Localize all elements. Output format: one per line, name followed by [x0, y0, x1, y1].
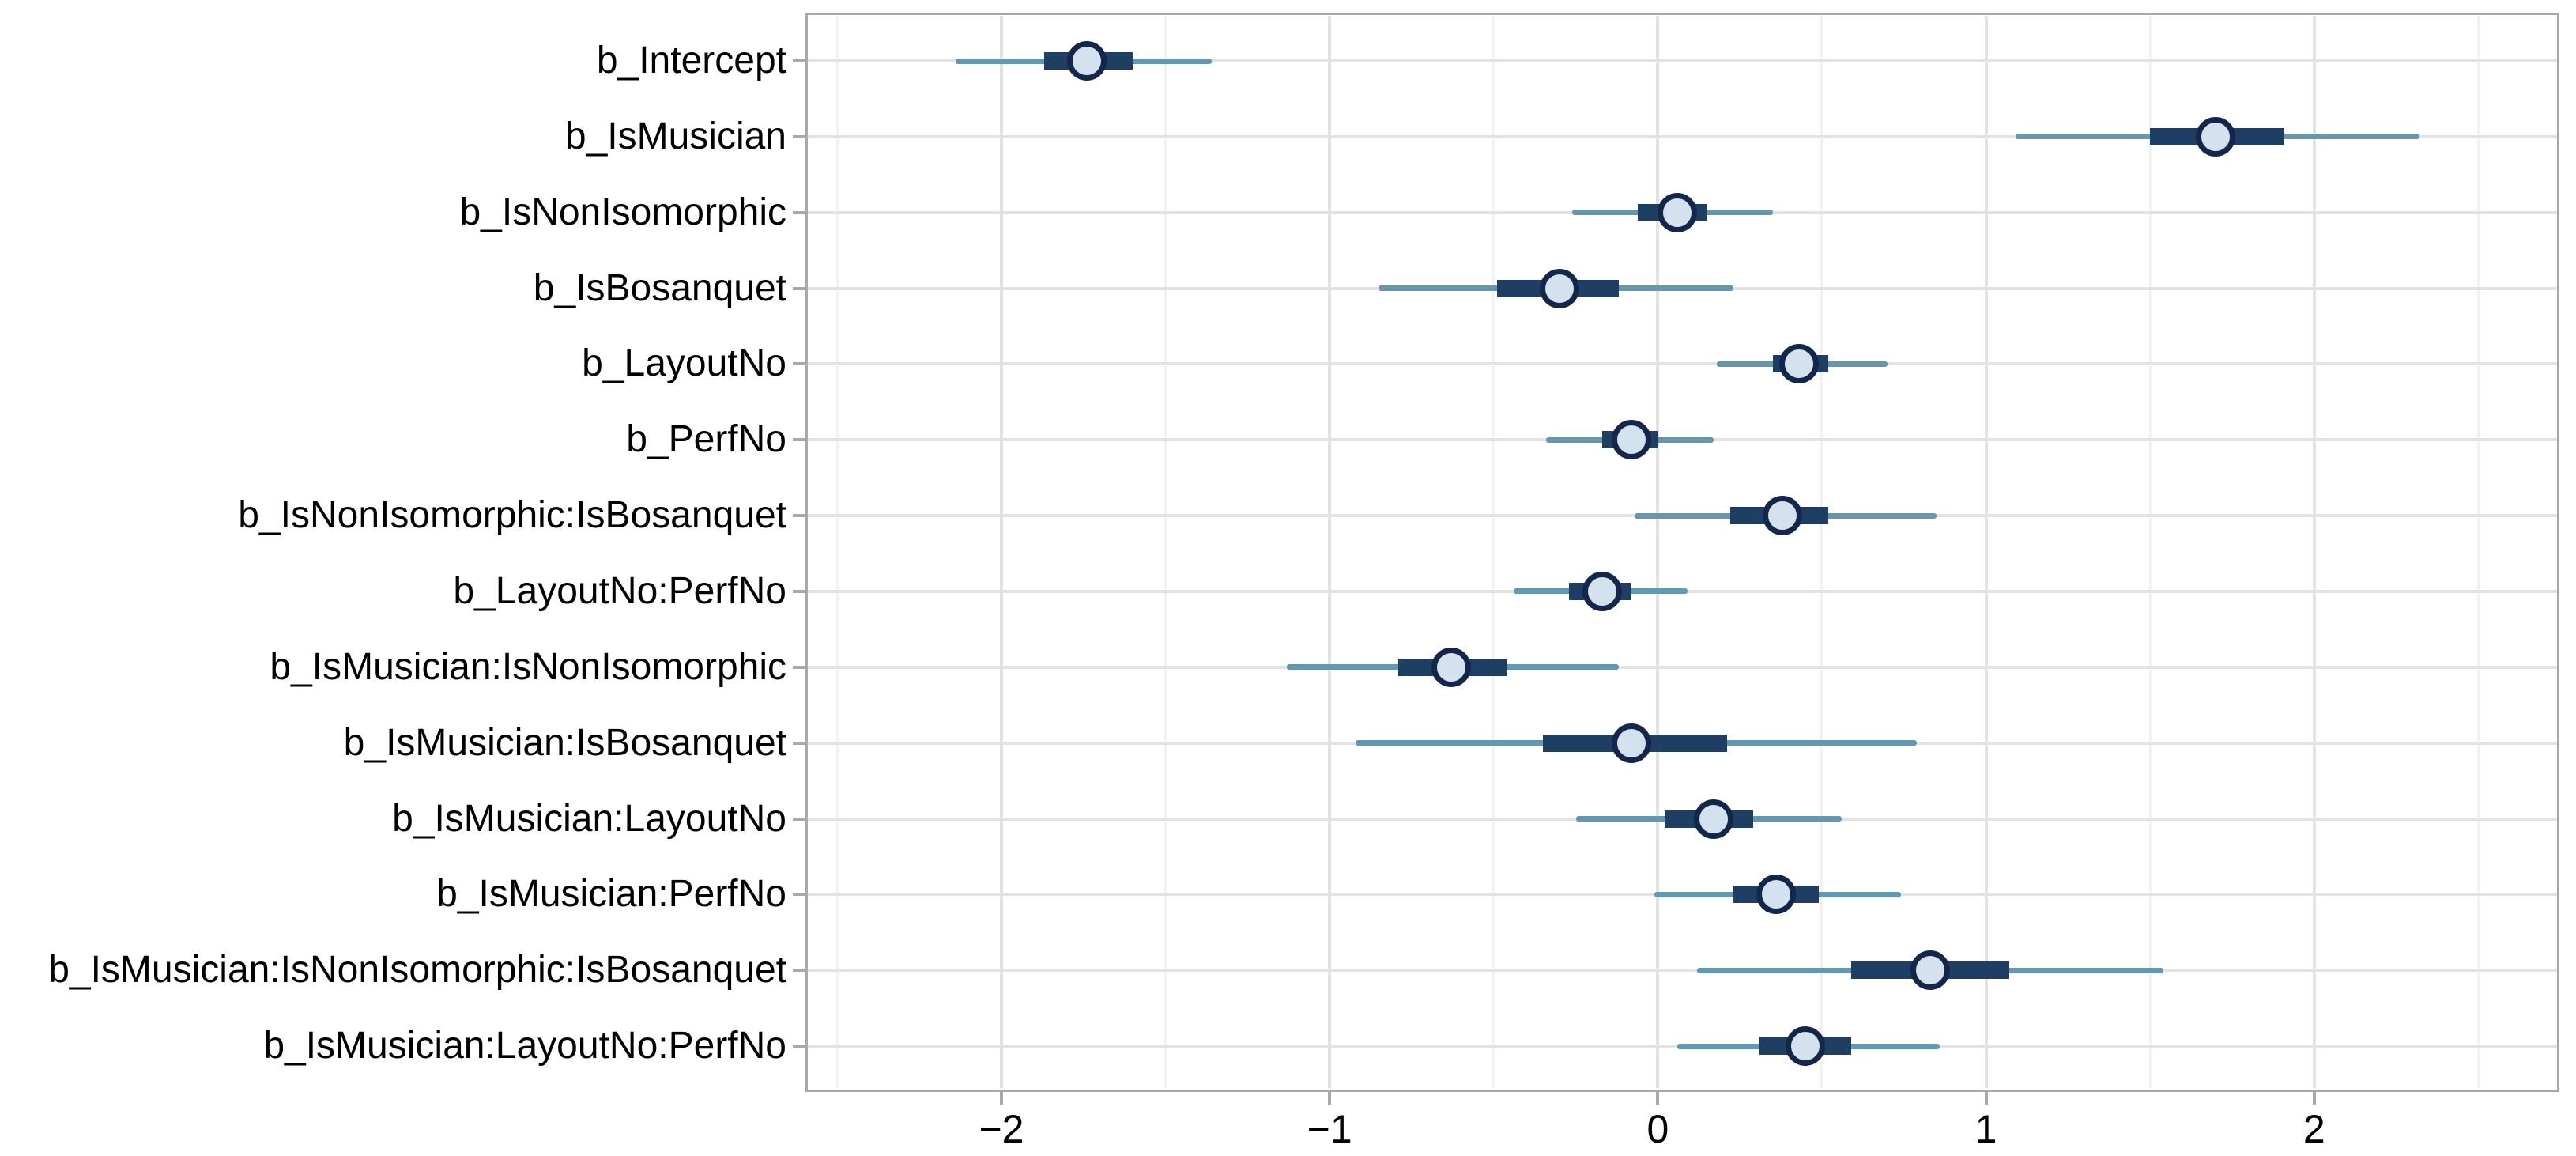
point-estimate-marker [1066, 41, 1107, 81]
minor-gridline [2476, 16, 2480, 1088]
row-gridline [808, 362, 2557, 366]
point-estimate-marker [1539, 268, 1579, 308]
y-axis-label: b_IsMusician:IsNonIsomorphic:IsBosanquet [48, 949, 786, 992]
y-axis-label: b_IsBosanquet [533, 266, 786, 309]
y-axis-tick [793, 514, 805, 518]
point-estimate-marker [1786, 1026, 1826, 1067]
minor-gridline [1164, 16, 1167, 1088]
x-axis-tick [999, 1092, 1003, 1105]
y-axis-tick [793, 59, 805, 62]
point-estimate-marker [1612, 420, 1652, 460]
major-gridline [2312, 16, 2316, 1088]
y-axis-tick [793, 893, 805, 897]
y-axis-tick [793, 817, 805, 821]
row-gridline [808, 969, 2557, 973]
y-axis-tick [793, 134, 805, 138]
x-axis-tick [1656, 1092, 1660, 1105]
y-axis-label: b_IsMusician:LayoutNo:PerfNo [263, 1025, 786, 1067]
y-axis-tick [793, 210, 805, 214]
y-axis-label: b_IsMusician [564, 115, 786, 157]
x-axis-tick [1984, 1092, 1988, 1105]
point-estimate-marker [1693, 799, 1733, 839]
y-axis-tick [793, 362, 805, 366]
x-axis-tick-label: 2 [2303, 1107, 2325, 1151]
minor-gridline [835, 16, 839, 1088]
row-gridline [808, 134, 2557, 138]
point-estimate-marker [2196, 116, 2236, 157]
x-axis-tick [2312, 1092, 2316, 1105]
minor-gridline [1492, 16, 1495, 1088]
point-estimate-marker [1582, 571, 1622, 611]
x-axis-tick-label: 1 [1974, 1107, 1997, 1151]
point-estimate-marker [1910, 950, 1950, 991]
y-axis-label: b_PerfNo [626, 418, 786, 461]
point-estimate-marker [1431, 647, 1471, 687]
y-axis-label: b_IsNonIsomorphic:IsBosanquet [238, 494, 786, 537]
point-estimate-marker [1658, 192, 1698, 232]
y-axis-tick [793, 969, 805, 973]
major-gridline [1328, 16, 1332, 1088]
y-axis-label: b_IsMusician:PerfNo [436, 873, 786, 916]
plot-panel [805, 13, 2559, 1092]
y-axis-label: b_IsMusician:IsBosanquet [343, 721, 786, 764]
y-axis-label: b_IsNonIsomorphic [459, 191, 786, 233]
point-estimate-marker [1763, 496, 1803, 536]
row-gridline [808, 59, 2557, 62]
y-axis-tick [793, 589, 805, 593]
y-axis-tick [793, 665, 805, 669]
row-gridline [808, 665, 2557, 669]
y-axis-tick [793, 286, 805, 290]
y-axis-tick [793, 741, 805, 745]
major-gridline [999, 16, 1003, 1088]
y-axis-label: b_Intercept [596, 40, 786, 81]
x-axis-tick-label: −2 [979, 1107, 1024, 1151]
x-axis-tick [1328, 1092, 1332, 1105]
y-axis-tick [793, 1045, 805, 1048]
y-axis-label: b_IsMusician:IsNonIsomorphic [270, 645, 786, 688]
x-axis-tick-label: 0 [1646, 1107, 1669, 1151]
major-gridline [1656, 16, 1660, 1088]
y-axis-label: b_LayoutNo:PerfNo [453, 569, 786, 612]
x-axis-tick-label: −1 [1307, 1107, 1352, 1151]
y-axis-label: b_LayoutNo [582, 342, 786, 385]
point-estimate-marker [1756, 875, 1796, 915]
minor-gridline [2148, 16, 2152, 1088]
y-axis-label: b_IsMusician:LayoutNo [392, 797, 786, 840]
major-gridline [1984, 16, 1988, 1088]
minor-gridline [1820, 16, 1824, 1088]
point-estimate-marker [1778, 344, 1819, 384]
point-estimate-marker [1612, 723, 1652, 763]
y-axis-tick [793, 438, 805, 442]
